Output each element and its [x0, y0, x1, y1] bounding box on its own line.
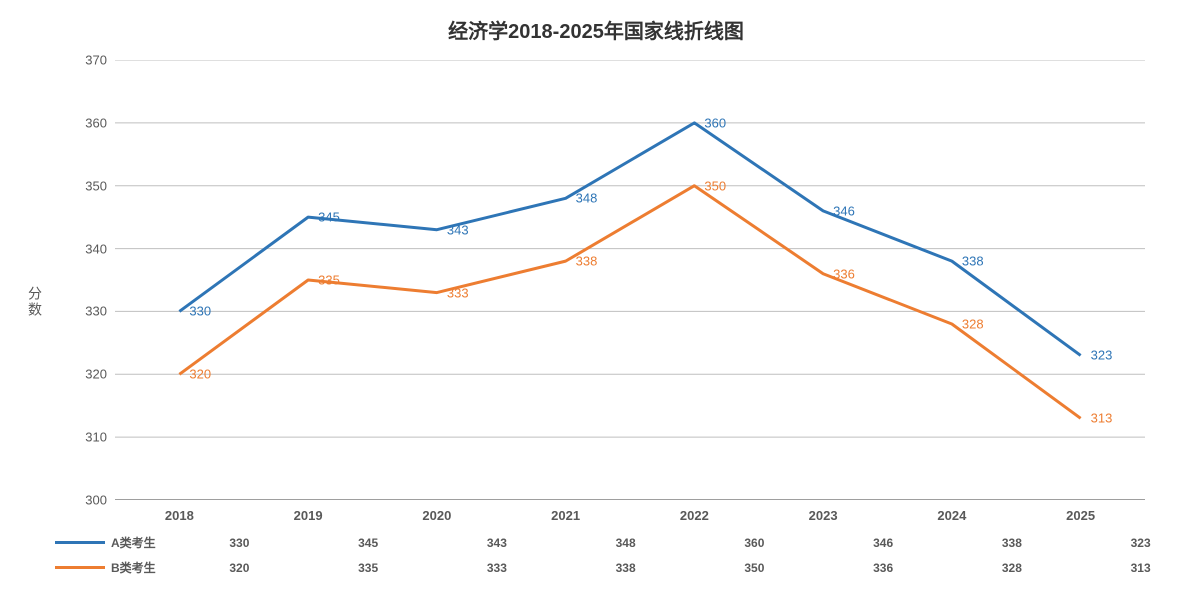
table-cell: 343	[433, 530, 562, 555]
data-label: 320	[189, 367, 211, 382]
data-label: 360	[704, 115, 726, 130]
chart-title: 经济学2018-2025年国家线折线图	[0, 15, 1192, 44]
y-tick-label: 330	[85, 304, 115, 319]
data-label: 350	[704, 178, 726, 193]
table-cell: 320	[175, 555, 304, 580]
table-cell: 346	[819, 530, 948, 555]
legend-table: A类考生330345343348360346338323B类考生32033533…	[55, 530, 1192, 580]
y-tick-label: 370	[85, 53, 115, 68]
table-cell: 313	[1076, 555, 1192, 580]
y-axis-label: 分数	[25, 286, 45, 318]
line-chart: 经济学2018-2025年国家线折线图分数3003103203303403503…	[0, 0, 1192, 603]
table-cell: 350	[690, 555, 819, 580]
table-cell: 348	[561, 530, 690, 555]
data-label: 328	[962, 317, 984, 332]
data-label: 338	[962, 254, 984, 269]
x-tick-label: 2020	[422, 500, 451, 523]
table-cell: 328	[948, 555, 1077, 580]
x-tick-label: 2024	[937, 500, 966, 523]
data-label: 338	[576, 254, 598, 269]
legend-label: A类考生	[111, 534, 156, 551]
legend-line-icon	[55, 541, 105, 544]
data-label: 335	[318, 273, 340, 288]
table-cell: 338	[948, 530, 1077, 555]
table-cell: 336	[819, 555, 948, 580]
legend-line-icon	[55, 566, 105, 569]
y-tick-label: 300	[85, 493, 115, 508]
data-label: 330	[189, 304, 211, 319]
table-cell: 360	[690, 530, 819, 555]
table-cell: 333	[433, 555, 562, 580]
table-cell: 330	[175, 530, 304, 555]
y-tick-label: 350	[85, 178, 115, 193]
data-label: 313	[1091, 411, 1113, 426]
table-cell: 345	[304, 530, 433, 555]
table-cell: 338	[561, 555, 690, 580]
legend-item: B类考生	[55, 555, 175, 580]
y-tick-label: 340	[85, 241, 115, 256]
plot-area: 3003103203303403503603702018201920202021…	[115, 60, 1145, 500]
chart-svg	[115, 60, 1145, 500]
data-label: 346	[833, 203, 855, 218]
x-tick-label: 2022	[680, 500, 709, 523]
legend-label: B类考生	[111, 559, 156, 576]
y-tick-label: 310	[85, 430, 115, 445]
x-tick-label: 2018	[165, 500, 194, 523]
y-tick-label: 320	[85, 367, 115, 382]
x-tick-label: 2019	[294, 500, 323, 523]
data-label: 336	[833, 266, 855, 281]
table-cell: 335	[304, 555, 433, 580]
legend-item: A类考生	[55, 530, 175, 555]
y-tick-label: 360	[85, 115, 115, 130]
data-label: 348	[576, 191, 598, 206]
data-label: 323	[1091, 348, 1113, 363]
data-label: 343	[447, 222, 469, 237]
table-cell: 323	[1076, 530, 1192, 555]
data-label: 333	[447, 285, 469, 300]
x-tick-label: 2025	[1066, 500, 1095, 523]
data-label: 345	[318, 210, 340, 225]
series-line	[179, 186, 1080, 419]
x-tick-label: 2021	[551, 500, 580, 523]
x-tick-label: 2023	[809, 500, 838, 523]
